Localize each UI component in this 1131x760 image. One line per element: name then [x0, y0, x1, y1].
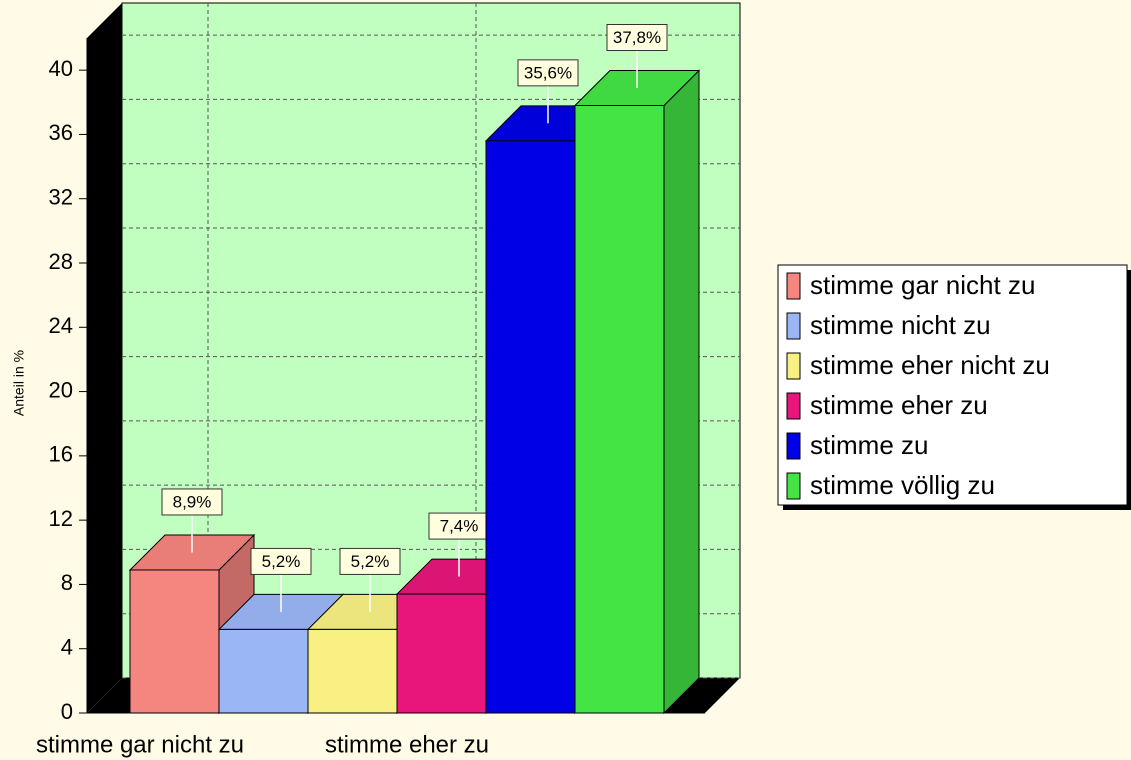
y-tick-label: 20: [49, 377, 73, 402]
y-axis-label: Anteil in %: [11, 350, 27, 416]
y-tick-label: 0: [61, 699, 73, 724]
bar: [574, 105, 665, 714]
y-tick-label: 28: [49, 249, 73, 274]
legend-swatch: [786, 392, 801, 420]
bar: [485, 140, 576, 714]
y-tick-label: 32: [49, 185, 73, 210]
bar: [218, 628, 309, 714]
y-tick-label: 24: [49, 313, 73, 338]
legend-label: stimme völlig zu: [810, 470, 995, 500]
y-tick-label: 36: [49, 120, 73, 145]
value-label-box: [517, 59, 579, 87]
x-tick-label: stimme gar nicht zu: [36, 731, 244, 758]
legend-swatch: [786, 472, 801, 500]
y-tick-label: 40: [49, 56, 73, 81]
y-tick-label: 4: [61, 635, 73, 660]
left-wall: [87, 3, 122, 713]
legend-label: stimme eher nicht zu: [810, 350, 1050, 380]
value-label-box: [606, 24, 668, 51]
legend-label: stimme gar nicht zu: [810, 270, 1035, 300]
bar: [396, 593, 487, 714]
legend-swatch: [786, 432, 801, 460]
value-label-box: [250, 547, 312, 575]
legend-swatch: [786, 352, 801, 380]
value-label: 7,4%: [440, 517, 479, 536]
legend-label: stimme nicht zu: [810, 310, 991, 340]
value-label: 8,9%: [173, 492, 212, 511]
legend-swatch: [786, 312, 801, 340]
legend-label: stimme eher zu: [810, 390, 988, 420]
bar-side: [663, 69, 700, 715]
legend: [777, 264, 1128, 506]
value-label: 5,2%: [262, 552, 301, 571]
value-label-box: [161, 488, 223, 516]
legend-swatch: [786, 272, 801, 300]
bar: [307, 628, 398, 714]
value-label: 35,6%: [524, 63, 572, 82]
y-tick-label: 16: [49, 442, 73, 467]
value-label: 37,8%: [613, 28, 661, 47]
legend-label: stimme zu: [810, 430, 928, 460]
value-label-box: [428, 512, 490, 540]
x-tick-label: stimme eher zu: [325, 731, 489, 758]
y-tick-label: 8: [61, 570, 73, 595]
value-label-box: [339, 547, 401, 575]
value-label: 5,2%: [351, 552, 390, 571]
bar: [129, 569, 220, 714]
y-tick-label: 12: [49, 506, 73, 531]
